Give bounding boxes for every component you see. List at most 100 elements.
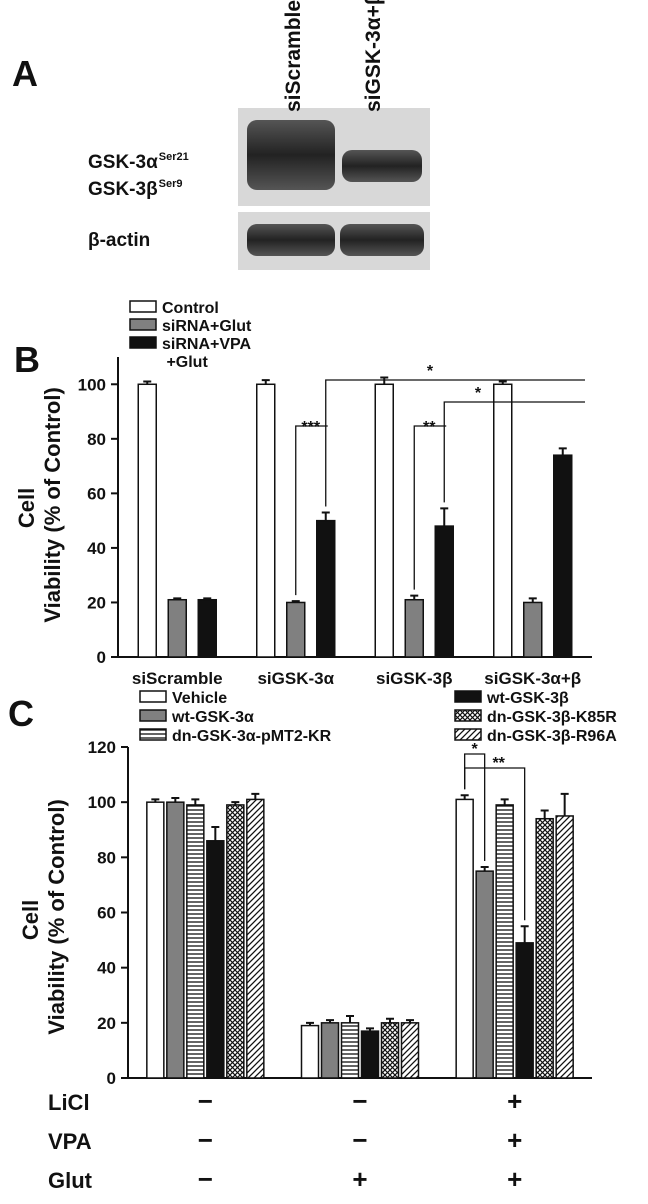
blot-band <box>342 150 422 182</box>
bar <box>166 801 185 1079</box>
legend-label: dn-GSK-3β-K85R <box>487 709 617 726</box>
significance-label: ** <box>492 755 505 772</box>
bar <box>404 598 424 658</box>
row-label: GSK-3β <box>88 179 158 200</box>
error-bar <box>171 797 180 803</box>
legend-swatch <box>129 336 157 349</box>
condition-sign: + <box>352 1164 367 1194</box>
legend-label: wt-GSK-3α <box>171 709 254 726</box>
error-bar <box>173 597 182 600</box>
blot-band <box>247 224 335 256</box>
error-bar <box>143 380 152 385</box>
legend-label: Control <box>162 300 219 317</box>
row-label: β-actin <box>88 230 150 251</box>
condition-label: VPA <box>48 1129 92 1154</box>
legend-label: Vehicle <box>172 690 227 707</box>
bar <box>186 804 205 1079</box>
legend-swatch <box>139 709 167 722</box>
bar <box>360 1030 380 1079</box>
error-bar <box>440 507 449 527</box>
error-bar <box>346 1014 354 1023</box>
error-bar <box>191 798 200 805</box>
condition-sign: − <box>198 1086 213 1116</box>
condition-sign: + <box>507 1086 522 1116</box>
condition-label: Glut <box>48 1168 93 1193</box>
bar <box>380 1022 400 1079</box>
y-tick-label: 40 <box>87 539 106 558</box>
y-tick-label: 40 <box>97 959 116 978</box>
blot-band <box>247 120 335 190</box>
error-bar <box>211 825 220 841</box>
legend-swatch <box>454 709 482 722</box>
error-bar <box>460 794 469 800</box>
error-bar <box>406 1019 414 1023</box>
error-bar <box>386 1017 394 1023</box>
legend-swatch <box>139 690 167 703</box>
y-tick-label: 80 <box>97 848 116 867</box>
legend-label: dn-GSK-3β-R96A <box>487 728 617 745</box>
bar <box>146 801 165 1079</box>
error-bar <box>291 600 300 603</box>
condition-sign: − <box>352 1125 367 1155</box>
bar <box>286 601 306 658</box>
x-tick-label: siGSK-3β <box>376 669 453 688</box>
bar <box>226 804 245 1079</box>
legend-label: siRNA+Glut <box>162 318 252 335</box>
significance-bracket <box>413 425 447 590</box>
legend-swatch <box>454 690 482 703</box>
legend-label: wt-GSK-3β <box>486 690 569 707</box>
bar <box>197 598 217 658</box>
y-tick-label: 0 <box>107 1069 116 1088</box>
bar <box>555 815 574 1079</box>
legend-swatch <box>454 728 482 741</box>
error-bar <box>231 801 240 805</box>
y-tick-label: 120 <box>88 738 116 757</box>
error-bar <box>306 1021 314 1026</box>
bar <box>300 1024 320 1079</box>
significance-label: ** <box>423 419 436 436</box>
y-tick-label: 0 <box>97 648 106 667</box>
significance-label: *** <box>301 419 320 436</box>
lane-label: siScramble <box>282 0 305 112</box>
legend-swatch <box>129 300 157 313</box>
bar <box>434 525 454 658</box>
significance-bracket <box>295 425 328 596</box>
error-bar <box>498 380 507 385</box>
bar <box>455 798 474 1079</box>
row-label: GSK-3α <box>88 152 158 173</box>
significance-label: * <box>427 363 434 380</box>
panel-label: C <box>8 693 34 734</box>
legend-swatch <box>129 318 157 331</box>
lane-label: siGSK-3α+β <box>362 0 385 112</box>
bar <box>493 383 513 658</box>
condition-sign: + <box>507 1125 522 1155</box>
x-tick-label: siScramble <box>132 669 223 688</box>
row-label-sup: Ser9 <box>159 178 183 190</box>
error-bar <box>410 594 419 600</box>
bar <box>553 454 573 658</box>
error-bar <box>380 376 389 385</box>
y-axis-label: Cell Viability (% of Control) <box>18 799 69 1041</box>
error-bar <box>261 379 270 385</box>
bar <box>400 1022 420 1079</box>
error-bar <box>251 792 260 800</box>
significance-bracket <box>443 401 585 503</box>
panel-label: B <box>14 339 40 380</box>
condition-sign: + <box>507 1164 522 1194</box>
significance-bracket <box>325 379 585 507</box>
significance-label: * <box>472 741 479 758</box>
panel-label: A <box>12 53 38 94</box>
y-tick-label: 100 <box>78 375 106 394</box>
error-bar <box>558 447 567 456</box>
error-bar <box>480 865 489 872</box>
significance-label: * <box>475 385 482 402</box>
error-bar <box>366 1027 374 1032</box>
condition-sign: − <box>198 1125 213 1155</box>
bar <box>340 1022 360 1079</box>
bar <box>206 840 225 1079</box>
condition-sign: − <box>198 1164 213 1194</box>
error-bar <box>500 798 509 805</box>
error-bar <box>540 809 549 819</box>
y-axis-label: Cell Viability (% of Control) <box>14 387 65 629</box>
